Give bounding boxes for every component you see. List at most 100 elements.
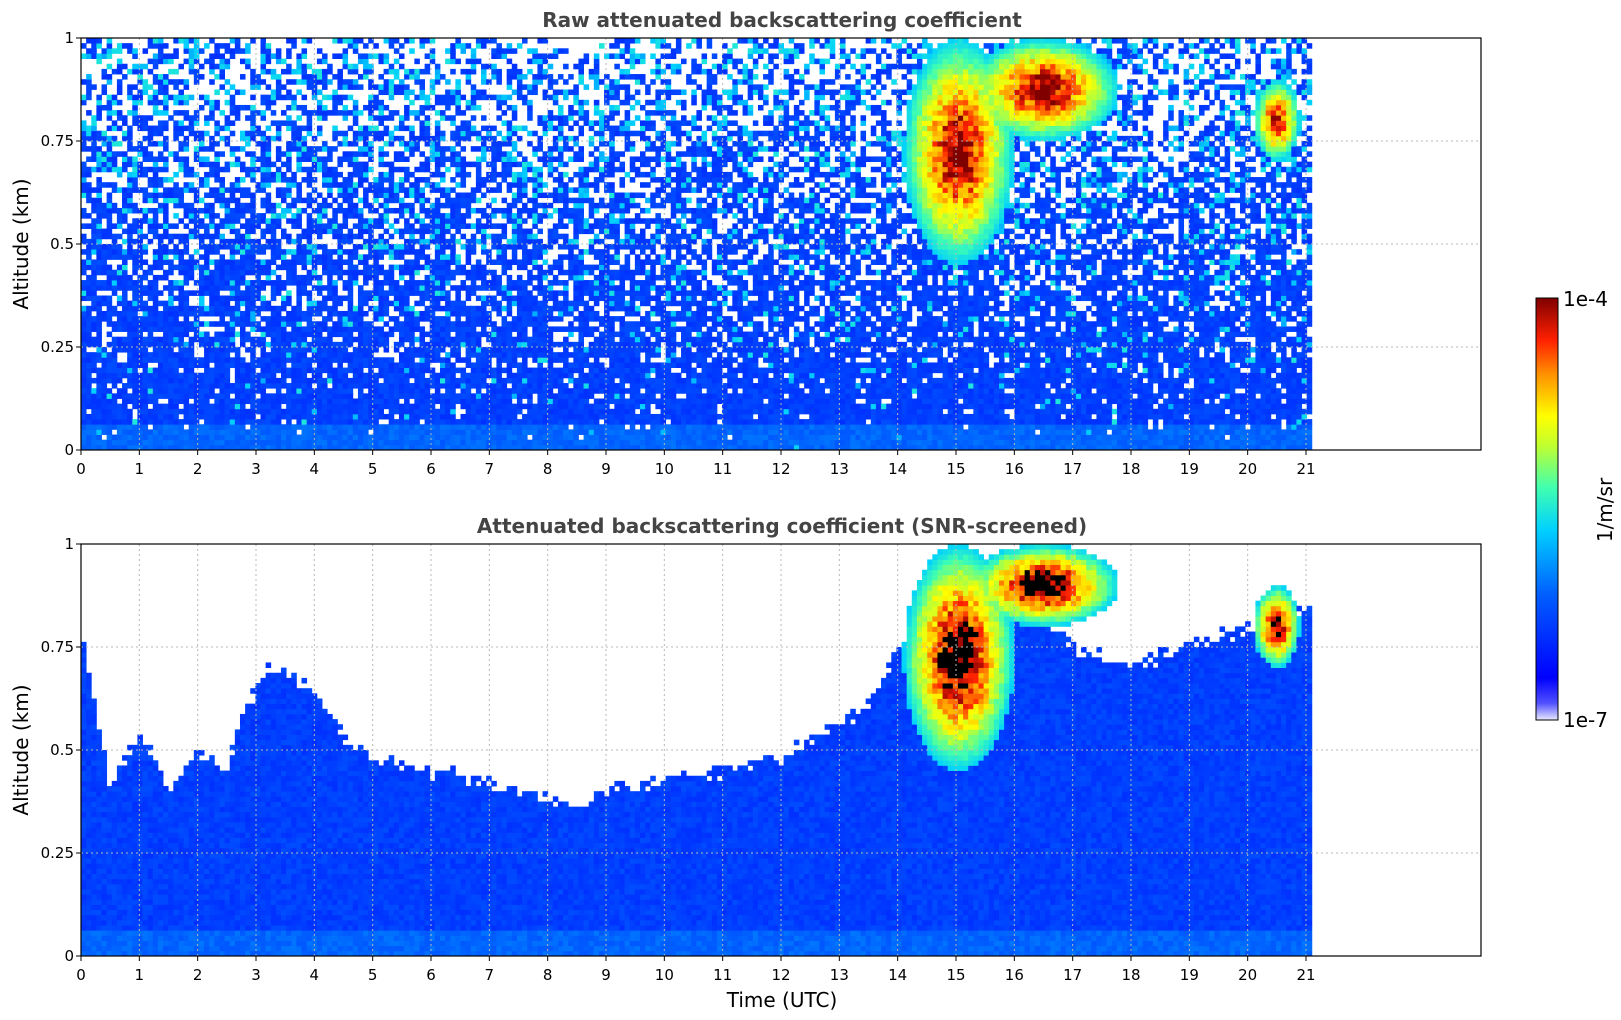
- heatmap-cell: [178, 38, 184, 44]
- heatmap-cell: [158, 100, 164, 106]
- heatmap-cell: [91, 368, 97, 374]
- heatmap-cell: [378, 213, 384, 219]
- heatmap-cell: [378, 362, 384, 368]
- heatmap-cell: [153, 265, 159, 271]
- heatmap-cell: [204, 223, 210, 229]
- heatmap-cell: [445, 254, 451, 260]
- heatmap-cell: [250, 352, 256, 358]
- heatmap-cell: [132, 270, 138, 276]
- heatmap-cell: [522, 203, 528, 209]
- heatmap-cell: [194, 187, 200, 193]
- heatmap-cell: [404, 399, 410, 405]
- heatmap-cell: [230, 404, 236, 410]
- heatmap-cell: [409, 285, 415, 291]
- heatmap-cell: [122, 156, 128, 162]
- heatmap-cell: [517, 373, 523, 379]
- heatmap-cell: [96, 373, 102, 379]
- heatmap-cell: [317, 404, 323, 410]
- heatmap-cell: [322, 378, 328, 384]
- heatmap-cell: [137, 357, 143, 363]
- heatmap-cell: [250, 337, 256, 343]
- heatmap-cell: [214, 399, 220, 405]
- heatmap-cell: [153, 326, 159, 332]
- heatmap-cell: [276, 429, 282, 435]
- heatmap-cell: [317, 74, 323, 80]
- heatmap-cell: [409, 126, 415, 132]
- heatmap-cell: [394, 126, 400, 132]
- heatmap-cell: [132, 48, 138, 54]
- heatmap-cell: [461, 414, 467, 420]
- heatmap-cell: [112, 120, 118, 126]
- heatmap-cell: [199, 254, 205, 260]
- heatmap-cell: [378, 435, 384, 441]
- heatmap-cell: [302, 156, 308, 162]
- heatmap-cell: [322, 429, 328, 435]
- heatmap-cell: [512, 162, 518, 168]
- heatmap-cell: [502, 368, 508, 374]
- heatmap-cell: [178, 321, 184, 327]
- heatmap-cell: [389, 368, 395, 374]
- heatmap-cell: [91, 316, 97, 322]
- heatmap-cell: [194, 223, 200, 229]
- heatmap-cell: [394, 419, 400, 425]
- heatmap-cell: [189, 218, 195, 224]
- heatmap-cell: [230, 290, 236, 296]
- heatmap-cell: [307, 321, 313, 327]
- heatmap-cell: [240, 393, 246, 399]
- heatmap-cell: [502, 378, 508, 384]
- heatmap-cell: [107, 399, 113, 405]
- heatmap-cell: [204, 311, 210, 317]
- heatmap-cell: [122, 414, 128, 420]
- heatmap-cell: [358, 110, 364, 116]
- heatmap-cell: [168, 409, 174, 415]
- heatmap-cell: [230, 198, 236, 204]
- heatmap-cell: [496, 234, 502, 240]
- heatmap-cell: [81, 383, 87, 389]
- heatmap-cell: [209, 409, 215, 415]
- heatmap-cell: [245, 234, 251, 240]
- heatmap-cell: [107, 275, 113, 281]
- heatmap-cell: [178, 419, 184, 425]
- heatmap-cell: [414, 435, 420, 441]
- heatmap-cell: [281, 362, 287, 368]
- heatmap-cell: [343, 193, 349, 199]
- heatmap-cell: [81, 120, 87, 126]
- heatmap-cell: [137, 296, 143, 302]
- heatmap-cell: [137, 337, 143, 343]
- heatmap-cell: [240, 203, 246, 209]
- heatmap-cell: [343, 388, 349, 394]
- heatmap-cell: [476, 198, 482, 204]
- heatmap-cell: [178, 378, 184, 384]
- heatmap-cell: [209, 249, 215, 255]
- heatmap-cell: [343, 151, 349, 157]
- heatmap-cell: [461, 48, 467, 54]
- heatmap-cell: [143, 151, 149, 157]
- heatmap-cell: [281, 347, 287, 353]
- heatmap-cell: [481, 285, 487, 291]
- heatmap-cell: [261, 115, 267, 121]
- heatmap-cell: [481, 43, 487, 49]
- heatmap-cell: [209, 234, 215, 240]
- heatmap-cell: [153, 280, 159, 286]
- heatmap-cell: [378, 234, 384, 240]
- heatmap-cell: [296, 383, 302, 389]
- heatmap-cell: [435, 64, 441, 70]
- heatmap-cell: [286, 388, 292, 394]
- heatmap-cell: [337, 203, 343, 209]
- heatmap-cell: [348, 208, 354, 214]
- heatmap-cell: [343, 79, 349, 85]
- heatmap-cell: [107, 357, 113, 363]
- heatmap-cell: [153, 182, 159, 188]
- heatmap-cell: [266, 352, 272, 358]
- heatmap-cell: [404, 347, 410, 353]
- heatmap-cell: [163, 259, 169, 265]
- heatmap-cell: [127, 131, 133, 137]
- heatmap-cell: [337, 84, 343, 90]
- heatmap-cell: [199, 234, 205, 240]
- heatmap-cell: [471, 393, 477, 399]
- heatmap-cell: [96, 254, 102, 260]
- heatmap-cell: [394, 38, 400, 44]
- heatmap-cell: [496, 373, 502, 379]
- heatmap-cell: [194, 357, 200, 363]
- heatmap-cell: [117, 59, 123, 65]
